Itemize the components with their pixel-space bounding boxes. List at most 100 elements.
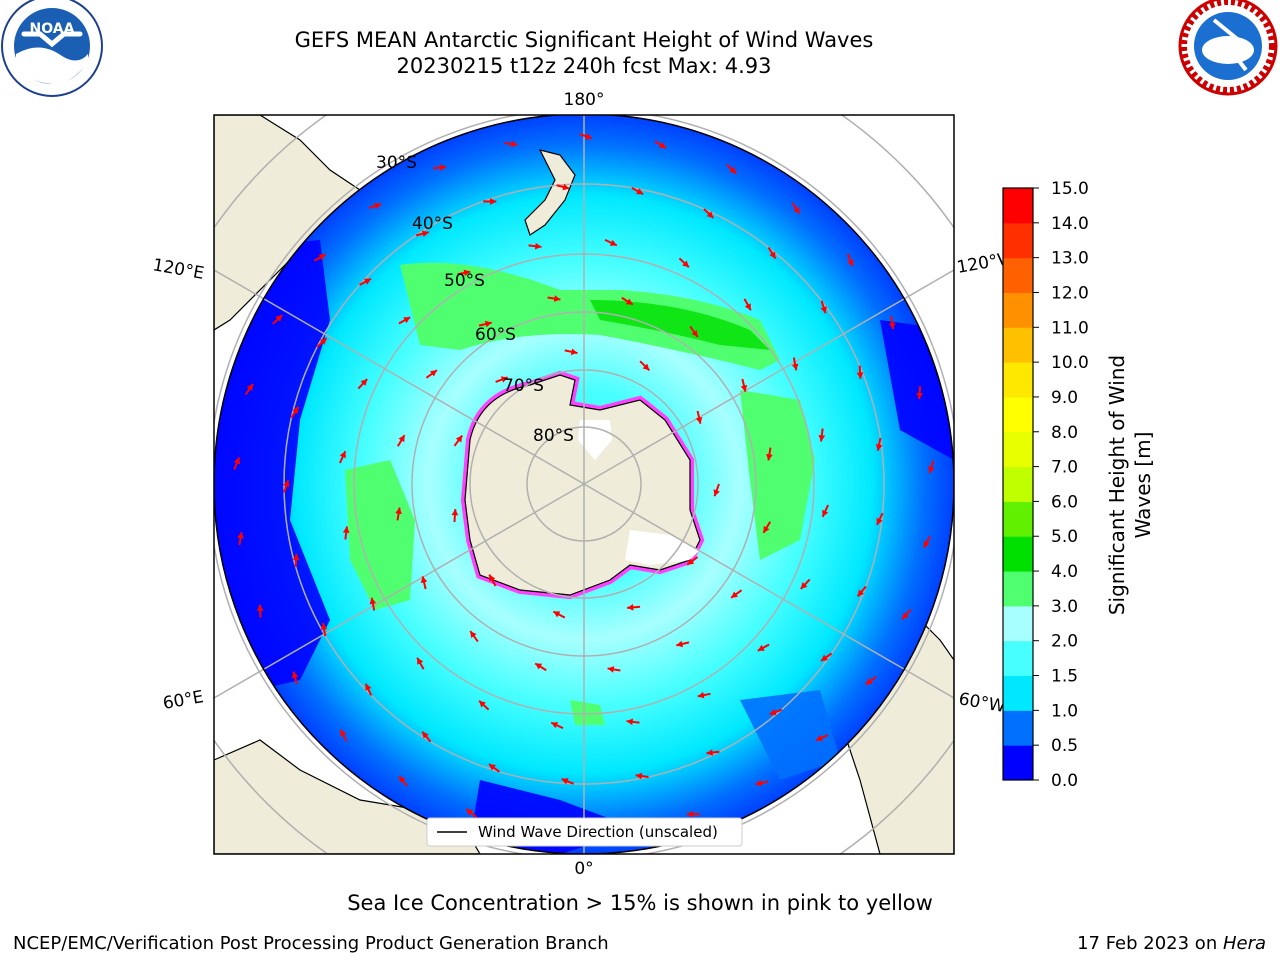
colorbar-label-line2: Waves [m] (1131, 432, 1155, 539)
wave-arrow-head (319, 338, 327, 345)
wave-arrow-head (342, 526, 350, 534)
wave-arrow-head (534, 242, 542, 250)
colorbar-segment (1003, 431, 1033, 468)
wave-arrow-head (766, 453, 773, 461)
wave-arrow-head (320, 623, 328, 630)
lat-label-50s: 50°S (444, 271, 485, 291)
wave-arrow-head (865, 678, 873, 685)
lon-label-60e: 60°E (161, 687, 205, 714)
wave-arrow-head (360, 379, 368, 386)
wave-arrow-head (642, 363, 650, 371)
wave-arrow-head (822, 509, 829, 517)
wave-arrow-head (706, 211, 714, 219)
legend: Wind Wave Direction (unscaled) (426, 817, 743, 847)
wind-wave-arrows (233, 133, 935, 834)
wave-arrow-head (479, 700, 486, 708)
map-area (214, 115, 954, 854)
colorbar-segment (1003, 292, 1033, 328)
wave-arrow-head (256, 604, 264, 611)
wave-arrow-head (562, 183, 570, 191)
lon-label-120e: 120°E (151, 255, 205, 284)
wave-arrow-head (340, 729, 347, 737)
colorbar-tick-label: 1.0 (1051, 701, 1078, 721)
colorbar-segment (1003, 188, 1033, 224)
wave-arrow-head (500, 376, 508, 383)
wave-arrow-head (875, 444, 883, 451)
wave-arrow-head (489, 574, 496, 582)
colorbar-segment (1003, 362, 1033, 398)
chart-subtitle: 20230215 t12z 240h fcst Max: 4.93 (396, 54, 772, 78)
wave-arrow-head (847, 259, 854, 267)
wave-arrow-head (420, 576, 428, 584)
wave-arrow-head (769, 708, 777, 716)
wave-arrow-head (553, 611, 561, 618)
wave-arrow-head (793, 206, 800, 214)
wave-arrow-head (484, 320, 492, 328)
wave-arrow-head (686, 810, 694, 818)
wave-arrow-head (923, 540, 930, 548)
wave-arrow-head (740, 384, 748, 392)
wave-arrow-head (697, 691, 705, 699)
wave-arrow-head (439, 164, 447, 171)
colorbar-segment (1003, 745, 1033, 781)
wave-arrow-head (888, 322, 896, 330)
colorbar-tick-label: 10.0 (1051, 353, 1089, 373)
wave-arrow-head (403, 317, 411, 324)
wave-arrow-head (364, 278, 372, 285)
wave-arrow-head (635, 772, 643, 780)
noaa-logo: NOAA (1, 0, 103, 97)
wave-arrow-head (818, 434, 826, 442)
wave-arrow-head (399, 776, 406, 783)
wave-arrow-head (429, 370, 437, 377)
wave-arrow-head (237, 532, 244, 539)
wave-arrow-head (902, 612, 909, 620)
colorbar-segment (1003, 222, 1033, 259)
footer-host: Hera (1222, 933, 1266, 954)
wave-arrow-head (451, 509, 459, 516)
colorbar-segment (1003, 396, 1033, 433)
lat-label-40s: 40°S (412, 214, 453, 234)
wave-arrow-head (584, 133, 592, 140)
lat-label-60s: 60°S (475, 325, 516, 345)
lon-label-0: 0° (574, 859, 593, 879)
colorbar-label-line1: Significant Height of Wind (1105, 355, 1129, 615)
wave-arrow-head (463, 269, 471, 277)
wave-arrow-head (421, 230, 429, 237)
colorbar-segment (1003, 710, 1033, 746)
wave-arrow-head (687, 558, 695, 565)
wave-arrow-head (398, 435, 405, 443)
wave-arrow-head (339, 451, 346, 459)
wave-arrow-head (713, 489, 720, 497)
wave-arrow-head (928, 466, 935, 474)
wave-arrow-head (318, 254, 326, 261)
colorbar-segment (1003, 501, 1033, 537)
wave-arrow-head (676, 640, 684, 648)
colorbar-tick-label: 8.0 (1051, 423, 1078, 443)
colorbar-segment (1003, 327, 1033, 363)
wave-arrow-head (607, 666, 615, 673)
wave-arrow-head (757, 644, 765, 651)
colorbar-tick-label: 12.0 (1051, 283, 1089, 303)
lon-label-180: 180° (564, 90, 605, 110)
wave-arrow-head (466, 809, 474, 816)
wave-arrow-head (744, 303, 751, 311)
colorbar-segment (1003, 257, 1033, 293)
colorbar-tick-label: 7.0 (1051, 458, 1078, 478)
colorbar-segment (1003, 675, 1033, 711)
colorbar-tick-label: 0.5 (1051, 736, 1078, 756)
noaa-logo-text: NOAA (30, 21, 75, 37)
wave-arrow-head (821, 654, 828, 661)
colorbar-segment (1003, 571, 1033, 607)
wave-arrow-head (561, 778, 569, 785)
wave-arrow-head (695, 416, 703, 424)
lon-label-60w: 60°W (957, 689, 1007, 717)
colorbar: 0.0 0.5 1.0 1.5 2.0 3.0 4.0 5.0 6.0 7.0 8.0 9.0 10.0… (1002, 179, 1089, 791)
colorbar-tick-label: 5.0 (1051, 527, 1078, 547)
wave-arrow-head (455, 435, 463, 443)
wave-arrow-head (763, 525, 770, 533)
wave-arrow-head (876, 517, 883, 525)
wave-arrow-head (815, 734, 823, 741)
colorbar-tick-label: 11.0 (1051, 318, 1089, 338)
wave-arrow-head (627, 603, 634, 611)
